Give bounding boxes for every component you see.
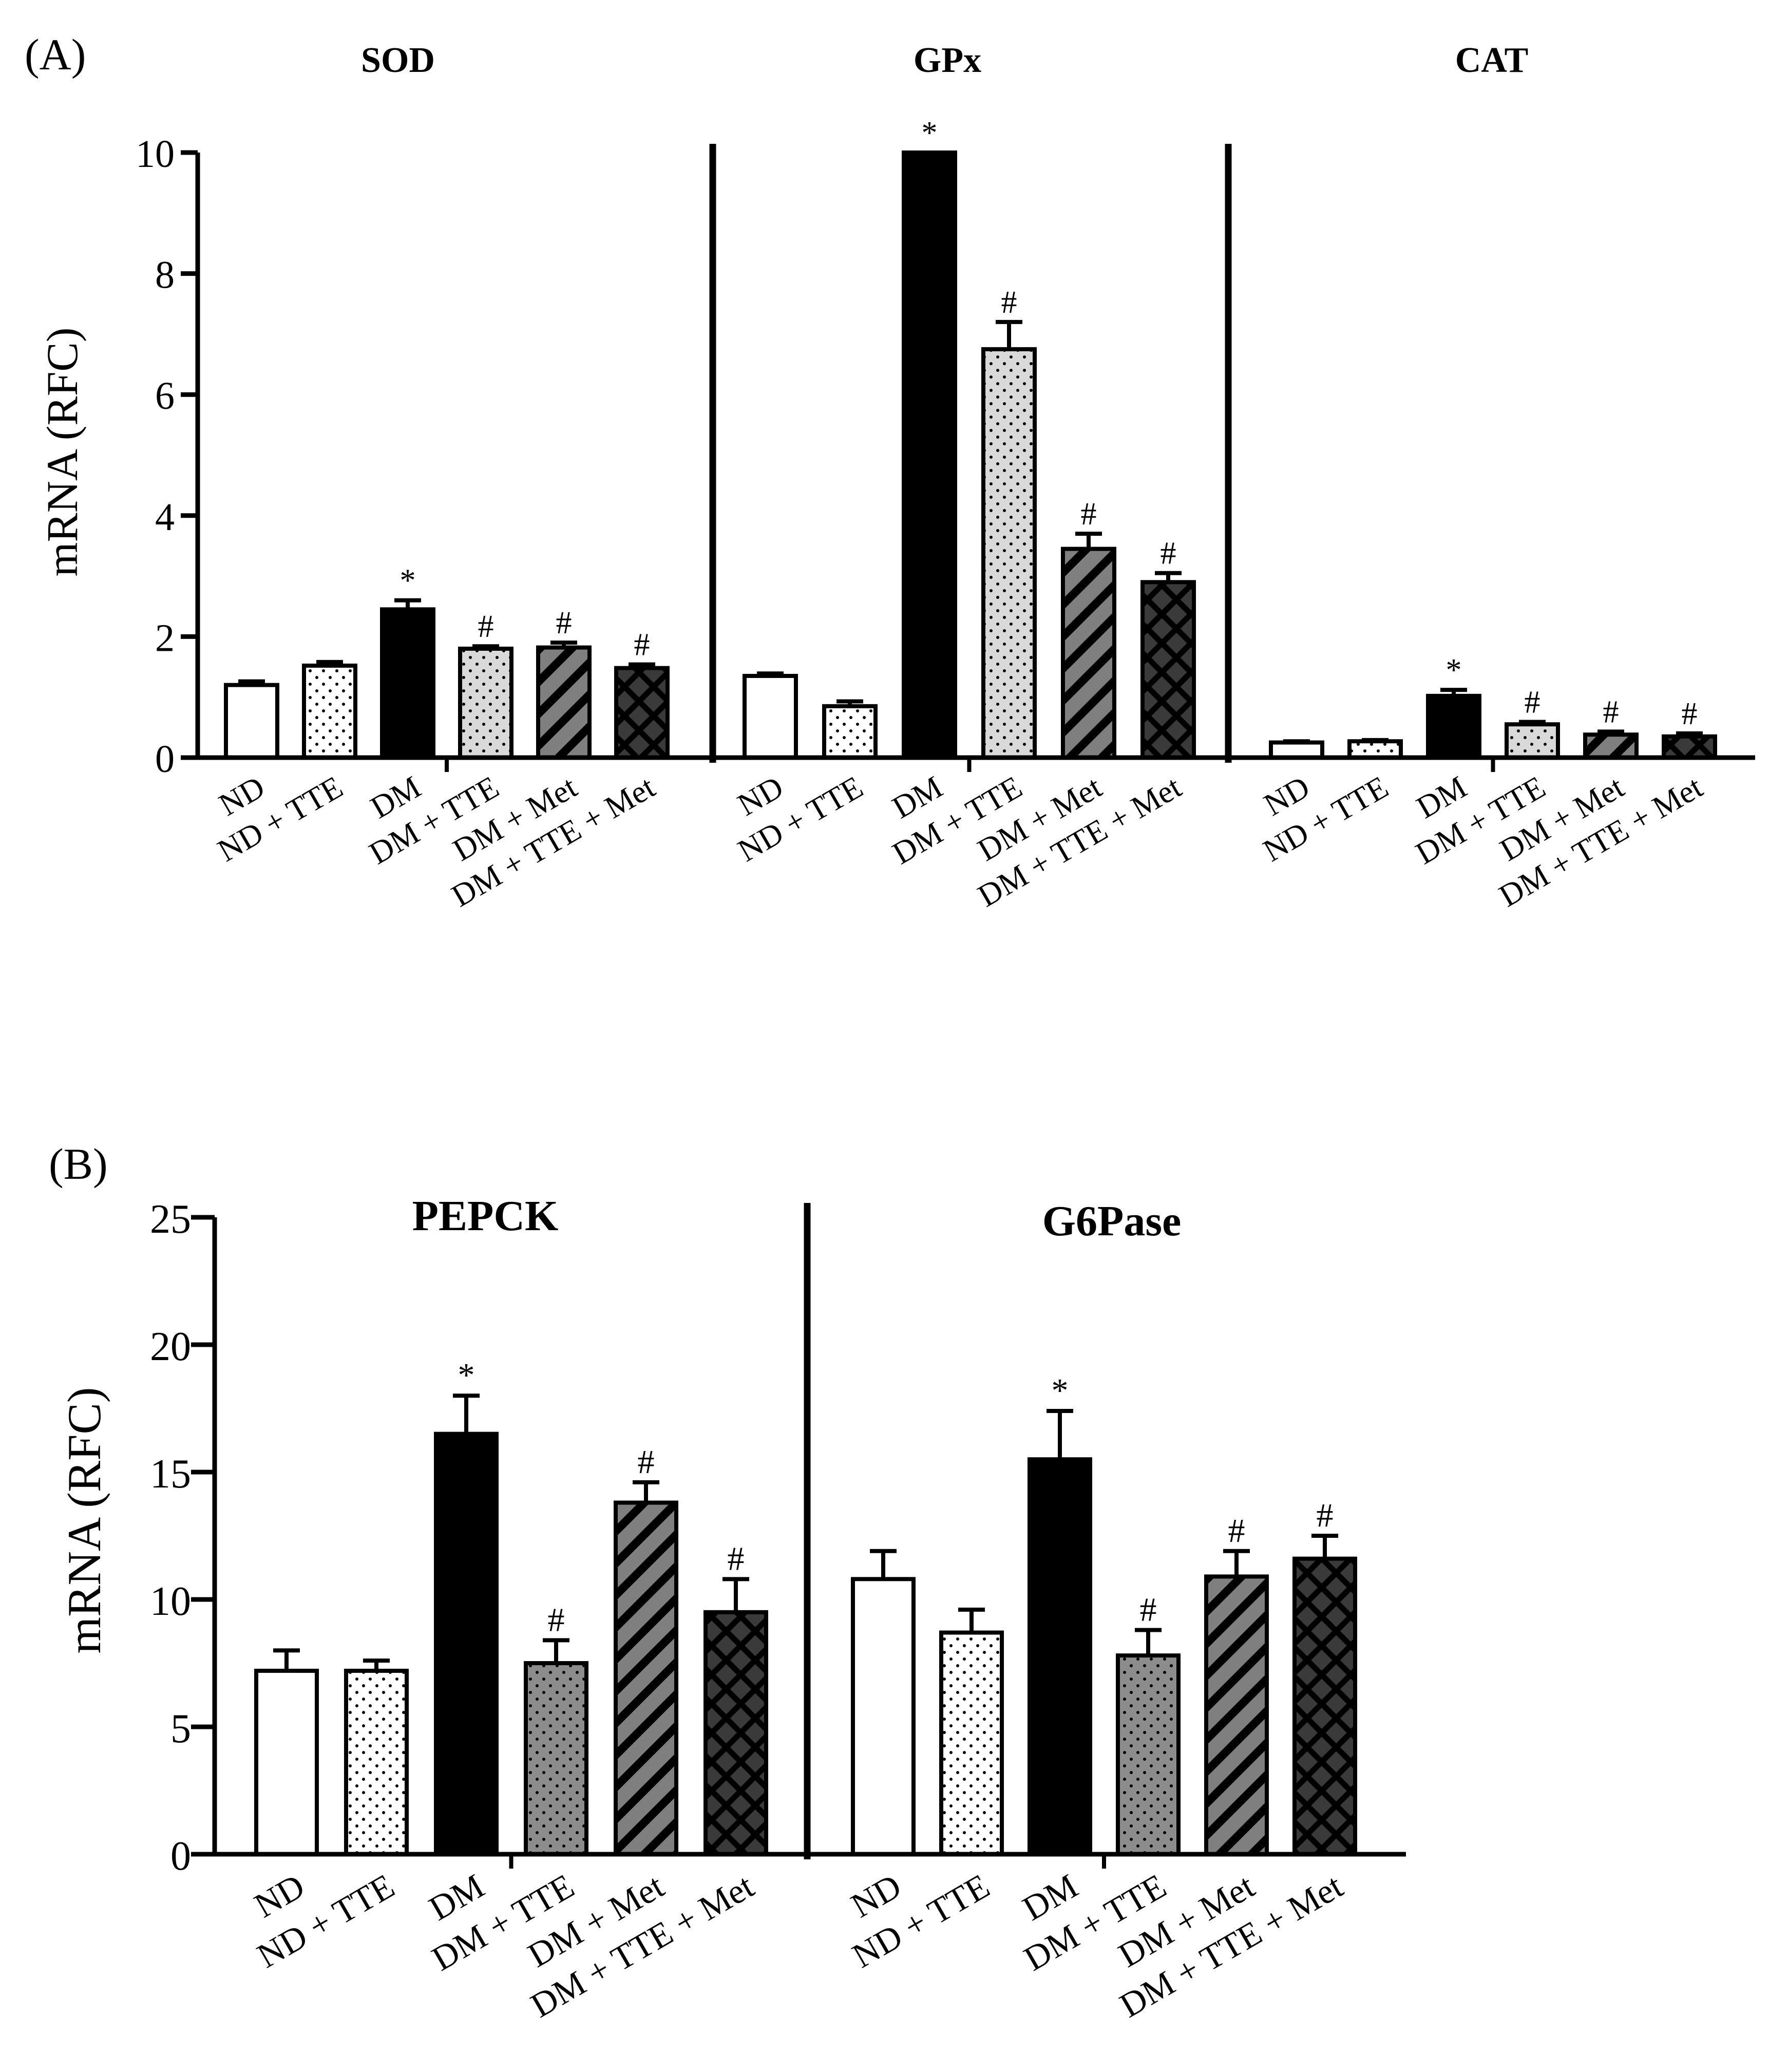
y-tick-label: 8	[155, 254, 175, 297]
chart-title: CAT	[1455, 41, 1529, 80]
y-tick-label: 15	[150, 1452, 191, 1497]
bar	[1116, 1653, 1181, 1857]
significance-label: #	[1228, 1512, 1245, 1550]
significance-label: #	[634, 628, 650, 663]
bar	[1292, 1556, 1357, 1856]
significance-label: #	[1317, 1497, 1334, 1534]
bar	[524, 1661, 588, 1856]
chart-title: G6Pase	[1042, 1197, 1182, 1245]
bar	[1028, 1457, 1092, 1856]
significance-label: *	[1052, 1372, 1069, 1409]
y-tick-label: 5	[170, 1706, 191, 1751]
significance-label: *	[458, 1357, 475, 1394]
significance-label: #	[1525, 685, 1540, 720]
y-tick-label: 0	[170, 1834, 191, 1879]
significance-label: #	[1081, 497, 1097, 532]
bar	[434, 1431, 499, 1857]
bar	[1426, 693, 1481, 760]
significance-label: #	[728, 1540, 745, 1577]
bar	[1204, 1574, 1269, 1857]
panel-b-ylabel: mRNA (RFC)	[58, 1387, 110, 1654]
y-tick-label: 10	[136, 133, 175, 176]
bar	[1505, 722, 1560, 760]
panel-b-label: (B)	[49, 1139, 108, 1189]
y-tick-label: 6	[155, 374, 175, 418]
panel-a-label: (A)	[25, 30, 86, 79]
bar	[224, 683, 279, 760]
bar	[614, 1500, 678, 1856]
significance-label: #	[478, 609, 494, 644]
panel-b-axes: 0 5 10 15 20 25	[150, 1197, 1406, 1879]
bar	[1347, 739, 1403, 760]
chart-title: PEPCK	[412, 1192, 559, 1240]
bar	[458, 646, 513, 760]
bar	[981, 347, 1037, 760]
panel-a-ylabel: mRNA (RFC)	[37, 327, 87, 576]
bar	[302, 663, 357, 760]
significance-label: #	[1682, 696, 1698, 731]
bar	[902, 150, 957, 760]
significance-label: #	[1603, 694, 1619, 729]
chart-title: GPx	[914, 41, 981, 80]
bar	[1061, 547, 1116, 760]
significance-label: #	[1140, 1591, 1157, 1629]
significance-label: *	[922, 116, 938, 150]
significance-label: #	[1161, 536, 1176, 571]
significance-label: *	[1446, 653, 1462, 688]
significance-label: *	[400, 563, 416, 598]
y-tick-label: 10	[150, 1579, 191, 1624]
bar	[380, 607, 435, 760]
significance-label: #	[548, 1601, 565, 1638]
bar	[851, 1577, 916, 1857]
chart-title: SOD	[361, 41, 435, 80]
significance-label: #	[1001, 285, 1017, 320]
y-tick-label: 20	[150, 1324, 191, 1369]
bar	[254, 1668, 319, 1856]
y-tick-label: 25	[150, 1197, 191, 1242]
bar	[344, 1668, 409, 1856]
y-tick-label: 2	[155, 616, 175, 660]
bar	[536, 645, 592, 760]
bar	[1583, 732, 1639, 760]
bar	[1662, 734, 1717, 760]
bar	[939, 1630, 1004, 1856]
significance-label: #	[638, 1443, 655, 1481]
bar	[614, 666, 670, 760]
bar	[703, 1610, 768, 1857]
significance-label: #	[556, 606, 572, 641]
panel-a-axes: 0 2 4 6 8 10	[136, 133, 1755, 781]
bar	[743, 673, 798, 760]
y-tick-label: 0	[155, 738, 175, 781]
bar	[822, 704, 878, 760]
y-tick-label: 4	[155, 496, 175, 539]
bar	[1140, 580, 1196, 760]
